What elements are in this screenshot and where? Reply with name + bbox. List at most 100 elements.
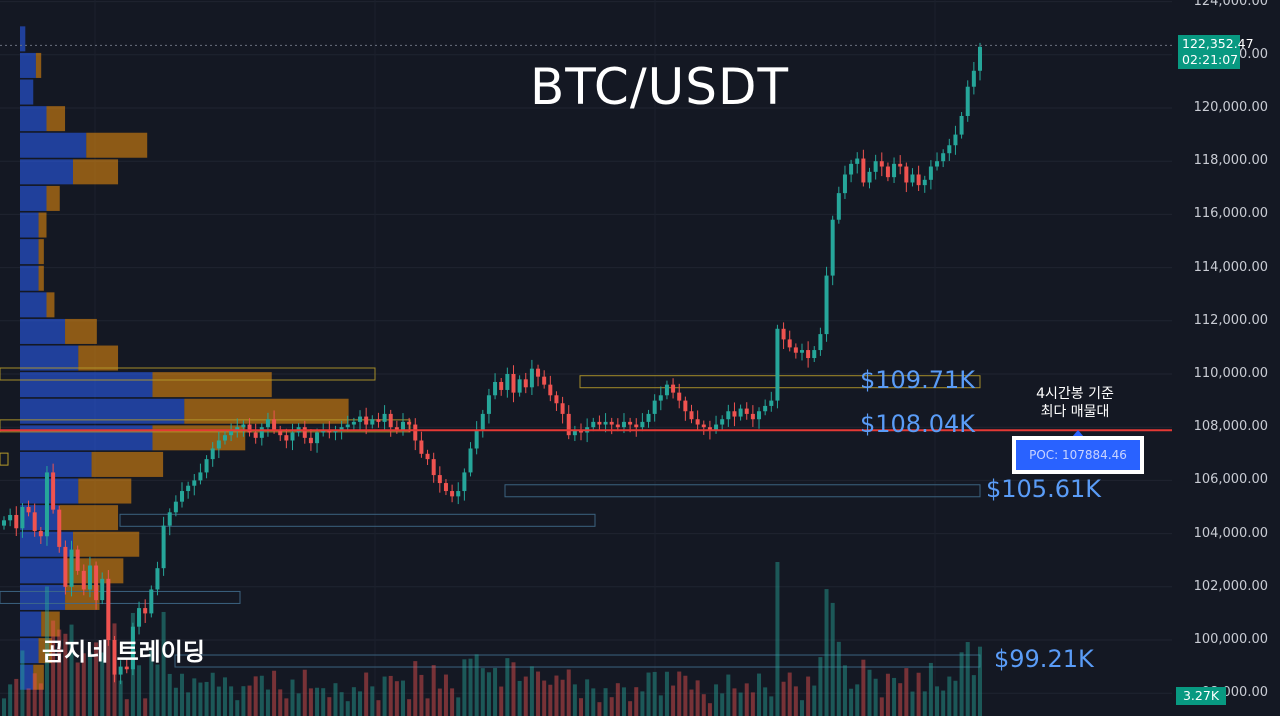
volume-bar <box>763 687 768 716</box>
volume-bar <box>112 623 117 716</box>
candle-body <box>241 424 246 428</box>
profile-sell-bar <box>73 531 140 557</box>
volume-bar <box>566 669 571 716</box>
volume-bar <box>486 672 491 716</box>
candle-body <box>431 459 436 476</box>
candle-body <box>155 568 160 590</box>
profile-buy-bar <box>20 478 79 504</box>
candle-body <box>315 432 320 444</box>
profile-buy-bar <box>20 52 36 78</box>
candle-body <box>351 421 356 425</box>
candle-body <box>683 400 688 412</box>
volume-bar <box>978 646 982 716</box>
volume-bar <box>229 686 234 716</box>
volume-bar <box>106 589 111 716</box>
y-tick-label: 116,000.00 <box>1193 206 1268 222</box>
volume-bar <box>830 602 835 716</box>
candle-body <box>339 427 344 430</box>
volume-bar <box>935 686 940 716</box>
candle-body <box>210 448 215 460</box>
volume-bar <box>167 673 172 716</box>
candle-body <box>799 350 804 353</box>
volume-bar <box>315 687 320 716</box>
volume-bar <box>302 669 307 716</box>
volume-bar <box>272 670 277 716</box>
volume-bar <box>861 659 866 716</box>
volume-bar <box>941 690 946 716</box>
candle-body <box>677 392 682 401</box>
candle-body <box>603 421 608 425</box>
volume-bar <box>953 680 958 716</box>
volume-bar <box>928 662 933 716</box>
candle-body <box>763 405 768 412</box>
last-price-value: 122,352.47 <box>1182 36 1254 51</box>
volume-bar <box>38 683 43 716</box>
candle-body <box>523 379 528 388</box>
candle-body <box>658 395 663 401</box>
candle-body <box>609 421 614 425</box>
candle-body <box>836 193 841 220</box>
volume-bar <box>333 683 338 716</box>
profile-buy-bar <box>20 212 39 238</box>
candle-body <box>781 328 786 340</box>
volume-bar <box>186 692 191 716</box>
candle-body <box>265 419 270 428</box>
candle-body <box>419 440 424 454</box>
candle-body <box>757 411 762 420</box>
candle-body <box>137 608 142 627</box>
candle-body <box>566 413 571 436</box>
level-zone <box>0 419 411 433</box>
candle-body <box>112 640 117 675</box>
volume-bar <box>358 691 363 716</box>
volume-bar <box>511 662 516 716</box>
volume-bar <box>806 676 811 716</box>
candle-body <box>885 166 890 178</box>
y-tick-label: 104,000.00 <box>1193 525 1268 541</box>
profile-buy-bar <box>20 558 66 584</box>
profile-buy-bar <box>20 292 47 318</box>
candle-body <box>548 384 553 396</box>
candle-body <box>787 339 792 348</box>
y-tick-label: 120,000.00 <box>1193 100 1268 115</box>
candle-body <box>904 166 909 183</box>
candle-body <box>965 86 970 116</box>
volume-bar <box>241 686 246 716</box>
profile-sell-bar <box>38 212 47 238</box>
candle-body <box>413 424 418 441</box>
candle-countdown: 02:21:07 <box>1182 52 1239 67</box>
volume-bar <box>339 692 344 716</box>
candle-body <box>480 413 485 430</box>
y-tick-label: 112,000.00 <box>1193 312 1268 328</box>
profile-buy-bar <box>20 584 66 610</box>
profile-buy-bar <box>20 106 47 132</box>
volume-bar <box>94 642 99 716</box>
candle-body <box>259 427 264 438</box>
volume-bar <box>517 680 522 716</box>
volume-bar <box>376 700 381 716</box>
profile-sell-bar <box>38 265 44 291</box>
volume-bar <box>799 700 804 716</box>
volume-bar <box>450 688 455 716</box>
volume-bar <box>32 673 37 716</box>
candle-body <box>216 440 221 449</box>
volume-bar <box>505 658 510 716</box>
profile-buy-bar <box>20 664 34 690</box>
candle-body <box>186 485 191 492</box>
candle-body <box>922 179 927 186</box>
profile-sell-bar <box>38 638 52 664</box>
volume-bar <box>87 652 92 716</box>
candle-body <box>180 491 185 502</box>
candle-body <box>302 427 307 438</box>
volume-bar <box>130 612 135 716</box>
volume-bar <box>609 697 614 716</box>
candle-body <box>486 395 491 414</box>
profile-sell-bar <box>78 478 132 504</box>
candle-body <box>818 334 823 351</box>
volume-bar <box>198 682 203 716</box>
profile-buy-bar <box>20 26 26 52</box>
candle-body <box>149 589 154 614</box>
volume-bar <box>775 562 780 716</box>
candle-body <box>849 163 854 175</box>
